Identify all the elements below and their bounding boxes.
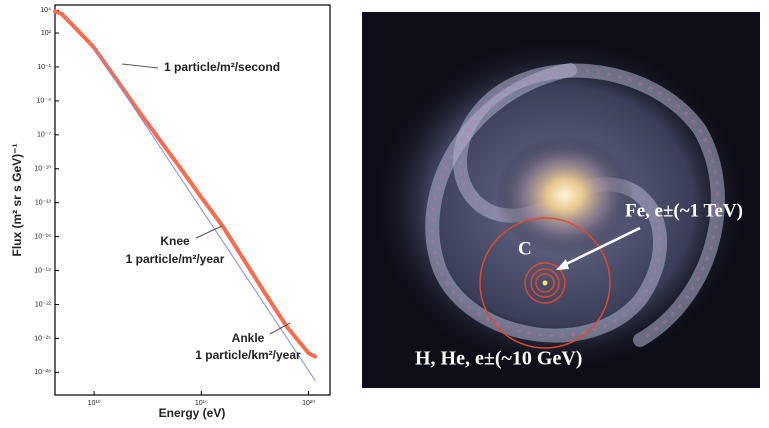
y-tick-label: 10⁻²² <box>35 301 52 308</box>
y-tick-label: 10⁻²⁵ <box>34 335 51 342</box>
annotation: Ankle <box>232 331 265 345</box>
image-label: Fe, e±(~1 TeV) <box>625 200 743 221</box>
y-tick-label: 10⁻¹⁹ <box>34 267 51 274</box>
x-tick-label: 10²⁰ <box>302 399 315 407</box>
annotation: 1 particle/km²/year <box>195 348 301 362</box>
annotation: 1 particle/m²/year <box>126 252 225 266</box>
y-axis-label: Flux (m² sr s GeV)⁻¹ <box>10 143 24 256</box>
page: {"chart_data": {"type": "line", "log_x":… <box>0 0 769 428</box>
y-tick-label: 10⁻⁷ <box>37 132 51 139</box>
y-tick-label: 10⁻¹ <box>37 64 51 71</box>
x-axis-label: Energy (eV) <box>159 406 226 420</box>
y-tick-label: 10⁻¹⁰ <box>34 165 51 173</box>
y-tick-label: 10⁴ <box>40 7 51 14</box>
annotation: 1 particle/m²/second <box>164 60 280 74</box>
y-tick-label: 10⁻²⁸ <box>34 369 51 376</box>
y-tick-label: 10⁻¹⁶ <box>34 233 51 240</box>
figure: 10⁴ 10² 10⁻¹ 10⁻⁴ 10⁻⁷ 10⁻¹⁰ 10⁻¹³ 10⁻¹⁶ 10⁻¹⁹ 10… <box>0 0 769 428</box>
image-label: H, He, e±(~10 GeV) <box>415 348 582 370</box>
y-tick-label: 10⁻⁴ <box>37 98 52 105</box>
image-label: C <box>518 238 532 259</box>
x-tick-label: 10¹⁰ <box>88 399 101 407</box>
annotation: Knee <box>160 234 190 248</box>
y-tick-label: 10⁻¹³ <box>35 200 52 207</box>
y-tick-label: 10² <box>41 30 52 37</box>
